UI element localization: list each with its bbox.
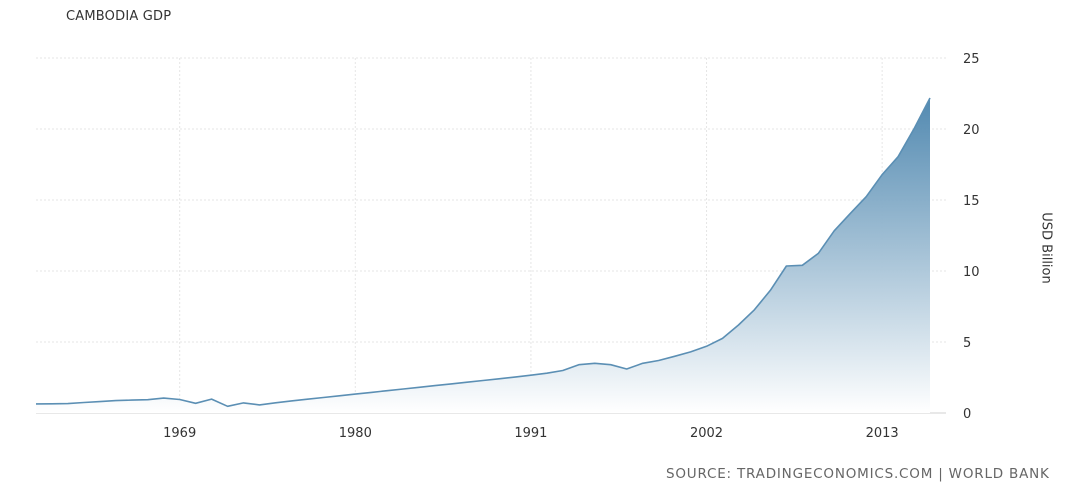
area-layer — [36, 98, 930, 413]
y-tick-label: 0 — [963, 407, 971, 422]
y-axis-ticks: 0 5 10 15 20 25 — [963, 52, 980, 422]
source-credit: SOURCE: TRADINGECONOMICS.COM | WORLD BAN… — [666, 466, 1050, 482]
y-tick-label: 10 — [963, 265, 980, 280]
chart-title: CAMBODIA GDP — [66, 9, 172, 24]
y-tick-label: 20 — [963, 123, 980, 138]
gdp-area-fill — [36, 98, 930, 413]
line-layer — [35, 97, 931, 408]
x-tick-label: 2002 — [690, 426, 723, 441]
x-tick-label: 1980 — [339, 426, 372, 441]
y-axis-label: USD Billion — [1038, 212, 1054, 284]
y-tick-label: 25 — [963, 52, 980, 67]
x-tick-label: 1991 — [514, 426, 547, 441]
x-tick-label: 2013 — [866, 426, 899, 441]
y-tick-label: 5 — [963, 336, 971, 351]
x-tick-label: 1969 — [163, 426, 196, 441]
y-tick-label: 15 — [963, 194, 980, 209]
x-axis-ticks: 1969 1980 1991 2002 2013 — [163, 426, 899, 441]
gdp-series-line — [35, 97, 931, 408]
